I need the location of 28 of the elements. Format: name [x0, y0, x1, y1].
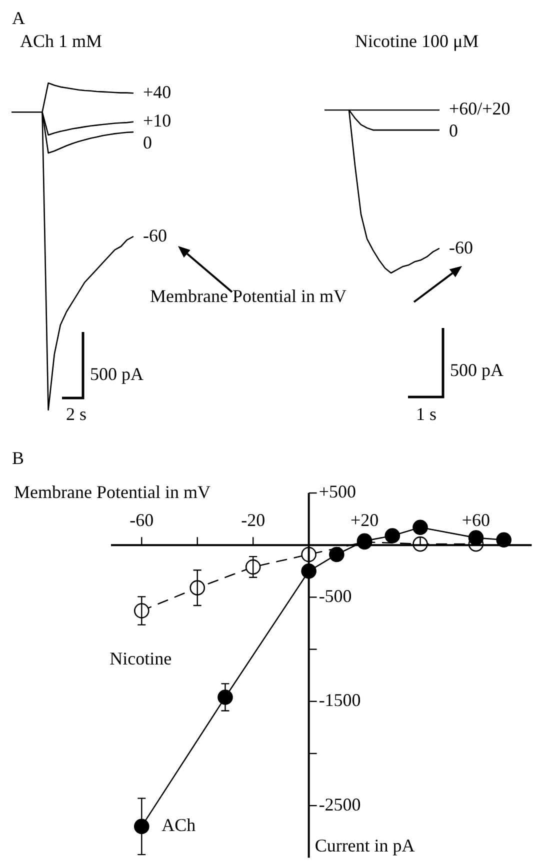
y-tick-label: +500 [318, 482, 356, 502]
x-tick-label: +60 [462, 510, 490, 530]
series-label: +10 [143, 110, 172, 131]
annotation: 500 pA [90, 364, 144, 385]
chart-title: ACh 1 mM [20, 31, 102, 52]
x-tick-label: -60 [130, 510, 154, 530]
text: Nicotine [110, 648, 172, 668]
series-label: 0 [143, 132, 152, 153]
series-label: 0 [449, 120, 458, 141]
x-tick-label: +20 [350, 510, 379, 530]
y-axis-title: Current in pA [314, 835, 415, 856]
text: Membrane Potential in mV [150, 286, 346, 307]
x-tick-label: -20 [241, 510, 266, 530]
y-tick-label: -500 [318, 586, 352, 606]
text: B [12, 448, 24, 469]
y-tick-label: -1500 [318, 690, 361, 710]
annotation: 2 s [66, 404, 87, 425]
series-label: -60 [449, 237, 473, 258]
chart-title: Nicotine 100 μM [355, 31, 479, 52]
text: 1 s [416, 404, 437, 425]
series-label: +40 [143, 82, 172, 102]
text: A [12, 8, 25, 29]
series-label: +60/+20 [449, 98, 510, 119]
x-axis-title: Membrane Potential in mV [14, 482, 210, 502]
series-label: -60 [143, 225, 167, 246]
series-label: ACh [162, 815, 196, 836]
y-tick-label: -2500 [318, 794, 361, 814]
text: 500 pA [450, 360, 504, 381]
